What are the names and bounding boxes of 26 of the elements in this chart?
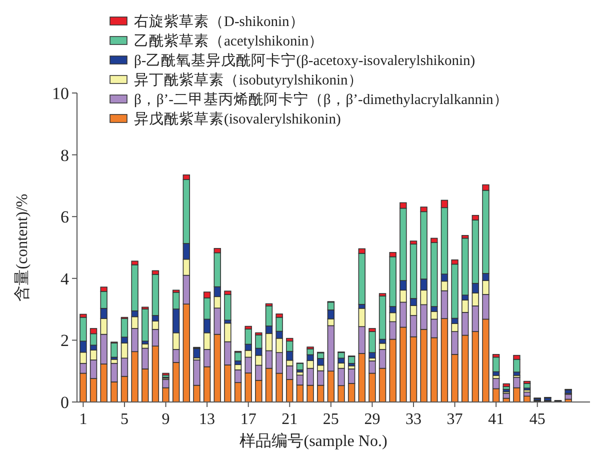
x-tick-label: 17	[240, 411, 256, 428]
legend-label: 右旋紫草素（D-shikonin）	[134, 13, 304, 30]
legend-label: 乙酰紫草素（acetylshikonin）	[134, 32, 324, 50]
x-tick-label: 41	[488, 411, 504, 428]
y-tick-label: 0	[60, 393, 69, 412]
x-tick-label: 21	[282, 411, 298, 428]
x-tick-label: 9	[162, 411, 170, 428]
y-tick-label: 8	[60, 146, 69, 165]
y-tick-label: 4	[60, 269, 70, 288]
legend-label: 异戊酰紫草素(isovalerylshikonin)	[134, 110, 341, 128]
x-tick-label: 13	[199, 411, 216, 428]
x-tick-label: 5	[120, 411, 128, 428]
x-tick-label: 37	[446, 411, 463, 428]
x-tick-label: 33	[405, 411, 422, 428]
x-tick-label: 1	[79, 411, 88, 428]
y-tick-label: 10	[52, 84, 69, 103]
legend-label: β，β’-二甲基丙烯酰阿卡宁（β，β’-dimethylacrylalkannin）	[134, 91, 508, 108]
x-axis-title: 样品编号(sample No.)	[240, 432, 388, 450]
legend-label: 异丁酰紫草素（isobutyrylshikonin）	[134, 72, 363, 88]
legend-label: β-乙酰氧基异戊酰阿卡宁(β-acetoxy-isovalerylshikonin)	[134, 52, 476, 69]
y-tick-label: 2	[60, 331, 69, 350]
x-tick-label: 25	[322, 411, 339, 428]
y-axis-title: 含量(content)/%	[13, 194, 31, 302]
y-tick-label: 6	[60, 208, 69, 227]
x-tick-label: 29	[364, 411, 380, 428]
x-tick-label: 45	[529, 411, 546, 428]
